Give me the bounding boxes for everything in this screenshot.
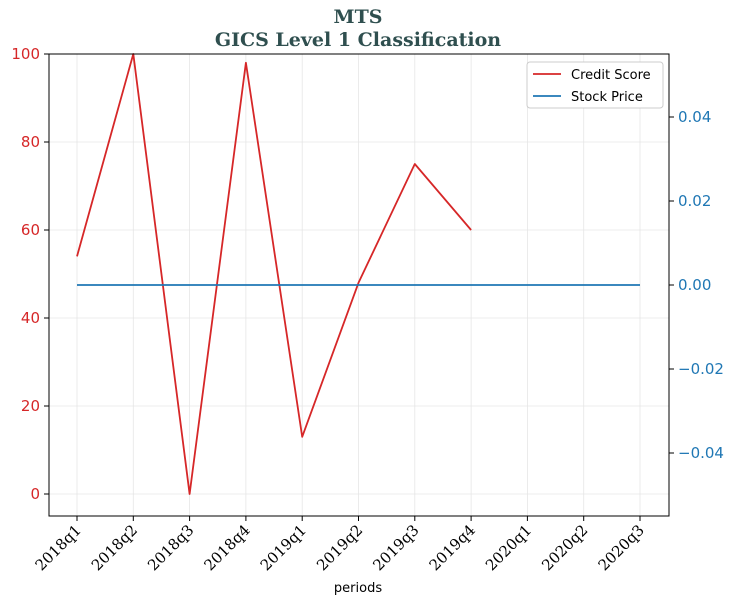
right-tick-label: 0.04 bbox=[678, 108, 711, 126]
series-layer bbox=[76, 53, 640, 495]
x-tick-label: 2019q3 bbox=[369, 521, 422, 574]
legend: Credit Score Stock Price bbox=[526, 61, 664, 109]
x-tick-label: 2018q3 bbox=[144, 521, 197, 574]
series-line-0 bbox=[76, 53, 472, 495]
x-tick-label: 2019q4 bbox=[426, 521, 479, 574]
legend-label-0: Credit Score bbox=[571, 68, 651, 83]
right-tick-label: −0.02 bbox=[678, 360, 724, 378]
right-tick-label: 0.00 bbox=[678, 276, 711, 294]
x-tick-label: 2020q3 bbox=[595, 521, 648, 574]
left-tick-label: 40 bbox=[21, 309, 40, 327]
chart-subtitle: GICS Level 1 Classification bbox=[215, 29, 501, 51]
x-axis: 2018q1 2018q2 2018q3 2018q4 2019q1 2019q2 2019… bbox=[32, 516, 648, 574]
right-tick-label: −0.04 bbox=[678, 444, 724, 462]
left-tick-label: 0 bbox=[30, 485, 40, 503]
x-tick-label: 2018q4 bbox=[200, 521, 253, 574]
x-axis-label: periods bbox=[334, 581, 382, 596]
left-tick-label: 100 bbox=[11, 45, 40, 63]
left-tick-label: 20 bbox=[21, 397, 40, 415]
x-tick-label: 2020q1 bbox=[482, 521, 535, 574]
left-tick-label: 80 bbox=[21, 133, 40, 151]
left-axis: 0 20 40 60 80 100 bbox=[11, 45, 49, 503]
right-tick-label: 0.02 bbox=[678, 192, 711, 210]
x-tick-label: 2020q2 bbox=[538, 521, 591, 574]
right-axis: −0.04 −0.02 0.00 0.02 0.04 bbox=[669, 108, 724, 462]
legend-label-1: Stock Price bbox=[571, 90, 643, 105]
x-tick-label: 2019q1 bbox=[257, 521, 310, 574]
left-tick-label: 60 bbox=[21, 221, 40, 239]
chart-title: MTS bbox=[334, 6, 383, 28]
x-tick-label: 2018q1 bbox=[32, 521, 85, 574]
x-tick-label: 2018q2 bbox=[88, 521, 141, 574]
x-tick-label: 2019q2 bbox=[313, 521, 366, 574]
